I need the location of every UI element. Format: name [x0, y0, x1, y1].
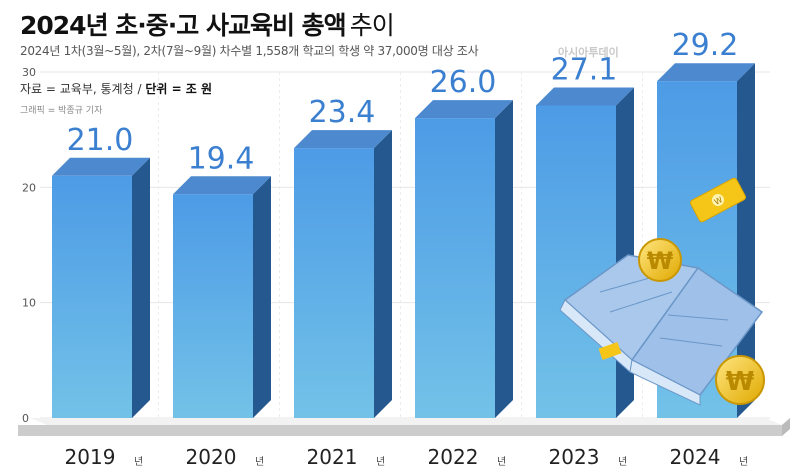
bar-top	[294, 130, 392, 149]
bar-top	[657, 63, 755, 82]
bar-front	[294, 148, 374, 418]
x-tick-label: 2022	[428, 445, 479, 469]
bar-top	[536, 87, 634, 106]
x-tick-unit: 년	[376, 456, 385, 468]
x-tick-unit: 년	[739, 456, 748, 468]
bar-side	[253, 176, 271, 418]
y-tick-label: 10	[22, 297, 36, 310]
x-tick-label: 2024	[670, 445, 721, 469]
bar-2020	[173, 176, 271, 418]
x-tick-label: 2023	[549, 445, 600, 469]
y-tick-label: 30	[22, 66, 36, 79]
x-tick-unit: 년	[618, 456, 627, 468]
y-axis: 0 10 20 30	[22, 66, 36, 425]
bar-top	[415, 100, 513, 119]
bar-front	[415, 118, 495, 418]
x-axis: 2019 년 2020 년 2021 년 2022 년 2023 년 2024 년	[65, 445, 749, 469]
source-text: 자료 = 교육부, 통계청 /	[20, 82, 146, 96]
value-label: 26.0	[430, 65, 497, 100]
x-tick-label: 2019	[65, 445, 116, 469]
svg-text:W: W	[713, 195, 724, 207]
unit-text: 단위 = 조 원	[145, 82, 213, 96]
bar-front	[173, 194, 253, 418]
x-tick-unit: 년	[497, 456, 506, 468]
chart-title-light: 추이	[349, 11, 395, 40]
x-tick-label: 2020	[186, 445, 237, 469]
x-tick-unit: 년	[255, 456, 264, 468]
value-label: 19.4	[188, 141, 255, 176]
source-note: 자료 = 교육부, 통계청 / 단위 = 조 원	[20, 80, 212, 97]
x-tick-unit: 년	[134, 456, 143, 468]
svg-text:₩: ₩	[647, 247, 674, 275]
bar-side	[374, 130, 392, 418]
bar-front	[52, 175, 132, 418]
bar-2023	[536, 87, 634, 419]
bar-top	[173, 176, 271, 195]
won-coin-icon: ₩	[638, 238, 682, 282]
svg-text:₩: ₩	[726, 367, 755, 397]
won-coin-icon-2: ₩	[715, 355, 765, 405]
won-bill-icon: W	[689, 177, 747, 223]
chart-subtitle: 2024년 1차(3월~5월), 2차(7월~9월) 차수별 1,558개 학교…	[20, 44, 479, 58]
bar-2019	[52, 157, 150, 419]
bars	[52, 63, 755, 419]
value-label: 27.1	[551, 52, 618, 87]
value-label: 23.4	[309, 95, 376, 130]
value-label: 29.2	[672, 28, 739, 63]
y-tick-label: 0	[22, 412, 29, 425]
graphic-credit: 그래픽 = 박종규 기자	[20, 106, 103, 116]
bar-side	[495, 100, 513, 418]
value-label: 21.0	[67, 123, 134, 158]
value-labels: 21.0 19.4 23.4 26.0 27.1 29.2	[67, 28, 739, 176]
watermark: 아시아투데이	[558, 46, 619, 59]
chart-floor	[18, 418, 790, 436]
bar-2022	[415, 100, 513, 418]
bar-top	[52, 157, 150, 176]
chart-title: 2024년 초·중·고 사교육비 총액 추이	[20, 6, 395, 42]
chart-title-main: 2024년 초·중·고 사교육비 총액	[20, 11, 347, 40]
y-tick-label: 20	[22, 181, 36, 194]
x-tick-label: 2021	[307, 445, 358, 469]
bar-side	[132, 157, 150, 419]
bar-2021	[294, 130, 392, 418]
bar-front	[536, 105, 616, 419]
